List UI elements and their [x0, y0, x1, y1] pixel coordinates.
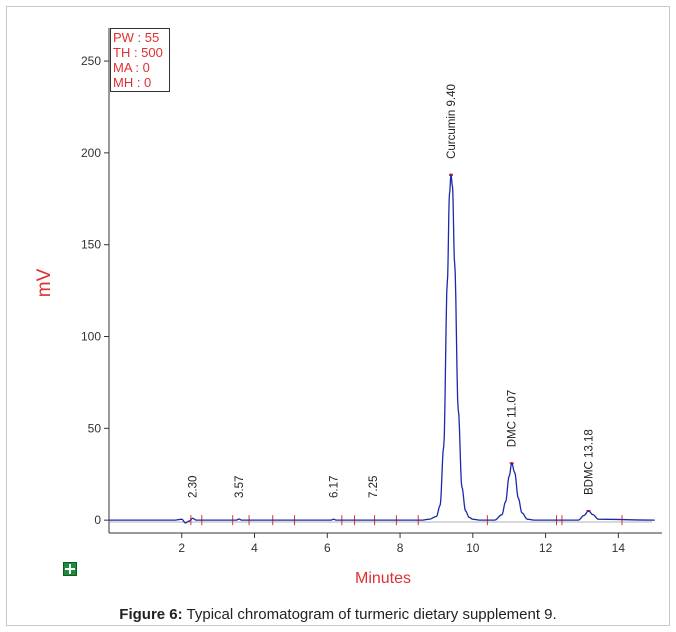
- integration-markers: [190, 173, 623, 526]
- y-tick-label: 200: [81, 146, 101, 160]
- y-axis-title: mV: [34, 268, 55, 297]
- x-axis-ticks: 2 4 6 8 10 12 14: [178, 533, 625, 555]
- peak-label: 2.30: [188, 476, 200, 498]
- integration-parameters-box: PW : 55 TH : 500 MA : 0 MH : 0: [110, 28, 170, 92]
- move-cross-icon[interactable]: [63, 562, 77, 576]
- param-mh: MH : 0: [113, 75, 152, 90]
- figure-caption: Figure 6: Typical chromatogram of turmer…: [0, 606, 676, 623]
- y-tick-label: 100: [81, 330, 101, 344]
- x-tick-label: 2: [178, 541, 185, 555]
- chromatogram-trace: [109, 172, 655, 524]
- x-axis-title: Minutes: [355, 570, 411, 587]
- x-tick-label: 10: [466, 541, 480, 555]
- x-tick-label: 8: [397, 541, 404, 555]
- y-tick-label: 150: [81, 238, 101, 252]
- peak-label: BDMC 13.18: [584, 429, 596, 495]
- peak-label: 6.17: [329, 476, 341, 498]
- x-tick-label: 4: [251, 541, 258, 555]
- y-tick-label: 50: [88, 421, 102, 435]
- peak-label: Curcumin 9.40: [446, 84, 458, 159]
- peak-label: 3.57: [234, 476, 246, 498]
- peak-labels: 2.30 3.57 6.17 7.25 Curcumin 9.40 DMC 11.07 BD…: [188, 84, 596, 498]
- x-tick-label: 12: [539, 541, 553, 555]
- peak-label: DMC 11.07: [507, 390, 519, 447]
- y-tick-label: 250: [81, 54, 101, 68]
- x-tick-label: 14: [612, 541, 626, 555]
- param-pw: PW : 55: [113, 30, 160, 45]
- y-axis-ticks: 0 50 100 150 200 250: [81, 54, 109, 527]
- chromatogram-chart: 0 50 100 150 200 250 2 4 6 8 10 12 14 2.30 3.57 6.17 7…: [34, 28, 662, 587]
- param-th: TH : 500: [113, 45, 163, 60]
- peak-label: 7.25: [368, 476, 380, 498]
- chart-frame: [6, 6, 670, 626]
- caption-text: Typical chromatogram of turmeric dietary…: [182, 606, 557, 623]
- param-ma: MA : 0: [113, 60, 150, 75]
- caption-label: Figure 6:: [119, 606, 183, 623]
- x-tick-label: 6: [324, 541, 331, 555]
- y-tick-label: 0: [94, 513, 101, 527]
